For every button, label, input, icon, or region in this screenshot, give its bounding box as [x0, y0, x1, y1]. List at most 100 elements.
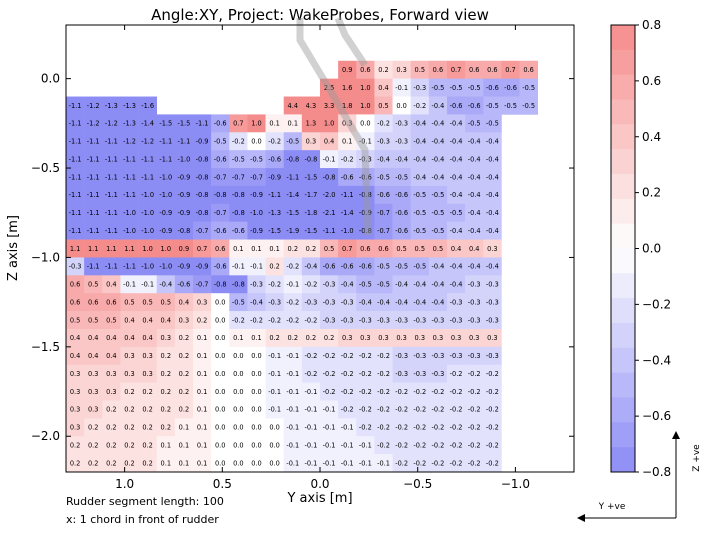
heatmap-cell-label: 0.2	[88, 441, 99, 449]
heatmap-cell-label: -0.2	[377, 406, 390, 414]
heatmap-cell-label: -0.6	[468, 102, 481, 110]
heatmap-cell	[356, 275, 375, 294]
heatmap-cell	[356, 328, 375, 348]
colorbar-tick-label: −0.4	[642, 353, 671, 367]
heatmap-cell	[428, 346, 448, 366]
heatmap-cell	[138, 346, 158, 366]
heatmap-cell	[447, 114, 466, 133]
heatmap-cell	[84, 96, 103, 115]
y-axis-ticks: 0.0 −0.5 −1.0 −1.5 −2.0	[31, 72, 574, 443]
heatmap-cell	[193, 382, 212, 401]
heatmap-cell-label: 0.3	[306, 138, 317, 146]
heatmap-cell	[356, 185, 375, 205]
heatmap-cell-label: -0.6	[214, 227, 227, 235]
heatmap-cell	[483, 114, 502, 133]
heatmap-cell-label: 0.3	[70, 388, 81, 396]
heatmap-cell	[374, 60, 393, 79]
heatmap-cell-label: -1.1	[105, 155, 118, 163]
heatmap-cell-label: -0.5	[431, 227, 444, 235]
heatmap-cell	[229, 132, 248, 151]
heatmap-cell-label: -0.1	[304, 424, 317, 432]
heatmap-cell-label: -1.0	[159, 173, 172, 181]
heatmap-cell	[102, 114, 121, 133]
heatmap-cell	[320, 78, 339, 97]
x-axis-ticks: 1.0 0.5 0.0 −0.5 −1.0	[115, 25, 530, 491]
heatmap-cell	[84, 293, 103, 312]
heatmap-cell-label: 0.2	[142, 406, 153, 414]
heatmap-cell-label: -0.3	[377, 138, 390, 146]
heatmap-cell	[392, 203, 412, 222]
heatmap-cell	[483, 293, 502, 312]
heatmap-cell	[265, 382, 285, 401]
heatmap-cell	[156, 418, 176, 437]
colorbar-band	[611, 298, 635, 324]
heatmap-cell	[428, 132, 448, 151]
heatmap-cell-label: -1.2	[123, 138, 136, 146]
heatmap-cell-label: -1.2	[87, 102, 100, 110]
heatmap-cell-label: 0.2	[179, 334, 190, 342]
heatmap-cell-label: 0.4	[88, 352, 99, 360]
heatmap-cell	[138, 150, 158, 169]
heatmap-cell-label: -1.1	[105, 191, 118, 199]
heatmap-cell-label: -1.1	[123, 155, 136, 163]
heatmap-cell	[392, 311, 412, 330]
heatmap-cell	[356, 168, 375, 187]
heatmap-cell	[138, 400, 158, 419]
heatmap-cell	[66, 382, 85, 401]
heatmap-cell	[102, 203, 121, 222]
heatmap-cell-label: 0.2	[124, 388, 135, 396]
heatmap-cell-label: 0.3	[433, 334, 444, 342]
heatmap-cell-label: 0.0	[251, 441, 262, 449]
heatmap-cell	[338, 203, 357, 222]
heatmap-cell-label: -0.2	[377, 388, 390, 396]
heatmap-cell-label: -0.8	[359, 191, 372, 199]
heatmap-cell-label: 0.0	[269, 441, 280, 449]
heatmap-cell-label: 0.2	[269, 263, 280, 271]
heatmap-cell	[356, 346, 375, 366]
colorbar-band	[611, 422, 635, 448]
heatmap-cell-label: -1.1	[159, 138, 172, 146]
heatmap-cell-label: -0.1	[286, 441, 299, 449]
heatmap-cell-label: -0.3	[323, 298, 336, 306]
heatmap-cell	[428, 78, 448, 97]
heatmap-cell	[338, 96, 357, 115]
heatmap-cell-label: -0.2	[323, 388, 336, 396]
heatmap-cell	[174, 114, 194, 133]
heatmap-cell-label: -0.4	[450, 191, 463, 199]
heatmap-cell	[465, 221, 484, 240]
heatmap-cell-label: -0.8	[196, 173, 209, 181]
heatmap-cell	[84, 328, 103, 348]
heatmap-cell-label: -0.1	[304, 459, 317, 467]
heatmap-cell-label: 0.0	[251, 138, 262, 146]
heatmap-cell-label: -0.3	[413, 84, 426, 92]
heatmap-cell	[374, 150, 393, 169]
heatmap-cell	[120, 203, 139, 222]
heatmap-cell	[156, 221, 176, 240]
heatmap-cell	[174, 221, 194, 240]
heatmap-cell-label: -0.5	[377, 173, 390, 181]
heatmap-cell	[392, 328, 412, 348]
heatmap-cell	[410, 203, 430, 222]
heatmap-cell-label: -0.7	[377, 227, 390, 235]
heatmap-cell-label: 0.3	[142, 352, 153, 360]
heatmap-cell-label: -0.2	[431, 388, 444, 396]
heatmap-cell	[265, 311, 285, 330]
heatmap-cell-label: -0.1	[377, 459, 390, 467]
heatmap-cell-label: -1.1	[69, 102, 82, 110]
heatmap-cell-label: -1.1	[141, 173, 154, 181]
heatmap-cell-label: 0.6	[523, 66, 534, 74]
heatmap-cell	[374, 114, 393, 133]
heatmap-cell-label: -0.1	[286, 370, 299, 378]
heatmap-cell	[428, 275, 448, 294]
heatmap-cell	[428, 436, 448, 455]
heatmap-cell	[265, 257, 285, 276]
x-tick-label: −0.5	[403, 477, 432, 491]
heatmap-cell	[320, 293, 339, 312]
heatmap-cell	[120, 221, 139, 240]
heatmap-cell	[447, 293, 466, 312]
heatmap-cell	[174, 436, 194, 455]
heatmap-cell-label: 0.0	[251, 352, 262, 360]
heatmap-cell-label: -1.3	[268, 209, 281, 217]
heatmap-cell	[428, 454, 448, 473]
heatmap-cell-label: 1.1	[88, 245, 99, 253]
